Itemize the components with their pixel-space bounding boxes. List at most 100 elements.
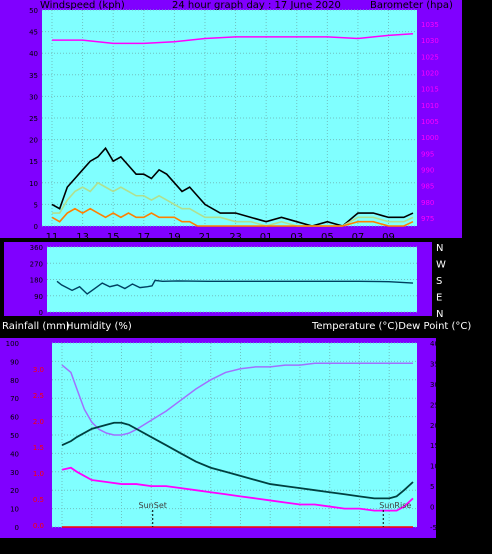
temp-series-line-0 — [61, 362, 413, 436]
humidity-tick-label: 50 — [10, 432, 19, 440]
humidity-tick-label: 0 — [15, 524, 19, 532]
wind-x-tick-label: 09 — [382, 232, 395, 243]
rain-tick-label: 0.5 — [33, 496, 44, 504]
direction-tick-label: 180 — [30, 277, 43, 285]
compass-label: N — [436, 243, 443, 254]
wind-series-line-2 — [52, 181, 414, 227]
humidity-tick-label: 90 — [10, 358, 19, 366]
compass-label: N — [436, 309, 443, 320]
barometer-tick-label: 1030 — [421, 37, 439, 45]
wind-series-line-3 — [51, 207, 414, 227]
compass-label: E — [436, 293, 442, 304]
temperature-tick-label: 40 — [430, 340, 439, 348]
temp-x-tick-label: 17 — [145, 537, 158, 548]
humidity-tick-label: 20 — [10, 487, 19, 495]
temp-series-line-1 — [61, 421, 414, 500]
temp-series-line-2 — [61, 466, 414, 512]
temp-x-tick-label: 01 — [264, 537, 277, 548]
wind-left-tick-label: 0 — [34, 223, 38, 231]
temp-x-tick-label: 15 — [115, 537, 128, 548]
temp-x-tick-label: 05 — [323, 537, 336, 548]
temp-x-tick-label: 11 — [56, 537, 69, 548]
rain-tick-label: 1.0 — [33, 470, 44, 478]
wind-x-tick-label: 07 — [352, 232, 365, 243]
wind-left-tick-label: 50 — [29, 7, 38, 15]
wind-x-tick-label: 13 — [76, 232, 89, 243]
rainfall-axis-title: Rainfall (mm) — [2, 321, 70, 332]
humidity-axis-title: Humidity (%) — [66, 321, 132, 332]
wind-left-tick-label: 40 — [29, 50, 38, 58]
wind-x-tick-label: 21 — [199, 232, 212, 243]
wind-left-tick-label: 35 — [29, 72, 38, 80]
temperature-tick-label: -5 — [430, 524, 437, 532]
temperature-tick-label: 25 — [430, 401, 439, 409]
wind-x-tick-label: 11 — [46, 232, 59, 243]
humidity-tick-label: 30 — [10, 469, 19, 477]
temperature-tick-label: 35 — [430, 360, 439, 368]
temperature-tick-label: 10 — [430, 463, 439, 471]
temp-x-tick-label: 13 — [85, 537, 98, 548]
rain-tick-label: 0.0 — [33, 522, 44, 530]
rain-tick-label: 2.0 — [33, 418, 44, 426]
temp-x-tick-label: 09 — [383, 537, 396, 548]
temperature-tick-label: 15 — [430, 442, 439, 450]
barometer-tick-label: 1025 — [421, 53, 439, 61]
humidity-tick-label: 80 — [10, 377, 19, 385]
barometer-tick-label: 1005 — [421, 118, 439, 126]
wind-x-tick-label: 03 — [290, 232, 303, 243]
wind-left-tick-label: 10 — [29, 180, 38, 188]
humidity-tick-label: 100 — [6, 340, 19, 348]
barometer-tick-label: 980 — [421, 199, 434, 207]
direction-series-line-0 — [56, 279, 414, 295]
temp-x-tick-label: 03 — [294, 537, 307, 548]
humidity-tick-label: 40 — [10, 450, 19, 458]
humidity-tick-label: 10 — [10, 506, 19, 514]
wind-y-axis-title: Windspeed (kph) — [40, 0, 125, 11]
wind-left-tick-label: 45 — [29, 29, 38, 37]
direction-plot-area — [47, 247, 417, 312]
barometer-tick-label: 995 — [421, 150, 434, 158]
temp-x-tick-label: 21 — [204, 537, 217, 548]
wind-left-tick-label: 25 — [29, 115, 38, 123]
compass-label: S — [436, 276, 442, 287]
barometer-tick-label: 975 — [421, 215, 434, 223]
temperature-tick-label: 20 — [430, 422, 439, 430]
direction-tick-label: 90 — [34, 293, 43, 301]
wind-series-line-0 — [52, 32, 414, 45]
direction-tick-label: 270 — [30, 260, 43, 268]
temp-x-tick-label: 07 — [353, 537, 366, 548]
rain-tick-label: 2.5 — [33, 392, 44, 400]
direction-tick-label: 360 — [30, 244, 43, 252]
temperature-tick-label: 5 — [430, 483, 434, 491]
temp-x-tick-label: 23 — [234, 537, 247, 548]
barometer-tick-label: 1010 — [421, 102, 439, 110]
barometer-y-axis-title: Barometer (hpa) — [370, 0, 453, 11]
sunset-label: SunSet — [139, 501, 167, 510]
barometer-tick-label: 985 — [421, 183, 434, 191]
rain-tick-label: 1.5 — [33, 444, 44, 452]
wind-x-tick-label: 01 — [260, 232, 273, 243]
chart-title: 24 hour graph day : 17 June 2020 — [172, 0, 341, 11]
temp-x-tick-label: 19 — [175, 537, 188, 548]
wind-left-tick-label: 30 — [29, 93, 38, 101]
rain-tick-label: 3.0 — [33, 366, 44, 374]
wind-x-tick-label: 19 — [168, 232, 181, 243]
barometer-tick-label: 1035 — [421, 21, 439, 29]
barometer-tick-label: 1015 — [421, 86, 439, 94]
temperature-tick-label: 30 — [430, 381, 439, 389]
wind-x-tick-label: 15 — [107, 232, 120, 243]
wind-x-tick-label: 05 — [321, 232, 334, 243]
wind-x-tick-label: 23 — [229, 232, 242, 243]
sunrise-label: SunRise — [379, 501, 411, 510]
temperature-tick-label: 0 — [430, 504, 434, 512]
temperature-axis-title: Temperature (°C)Dew Point (°C) — [312, 321, 472, 332]
direction-tick-label: 0 — [39, 309, 43, 317]
humidity-tick-label: 60 — [10, 414, 19, 422]
wind-left-tick-label: 5 — [34, 201, 38, 209]
wind-left-tick-label: 15 — [29, 158, 38, 166]
wind-x-tick-label: 17 — [137, 232, 150, 243]
barometer-tick-label: 1020 — [421, 70, 439, 78]
humidity-tick-label: 70 — [10, 395, 19, 403]
wind-left-tick-label: 20 — [29, 137, 38, 145]
